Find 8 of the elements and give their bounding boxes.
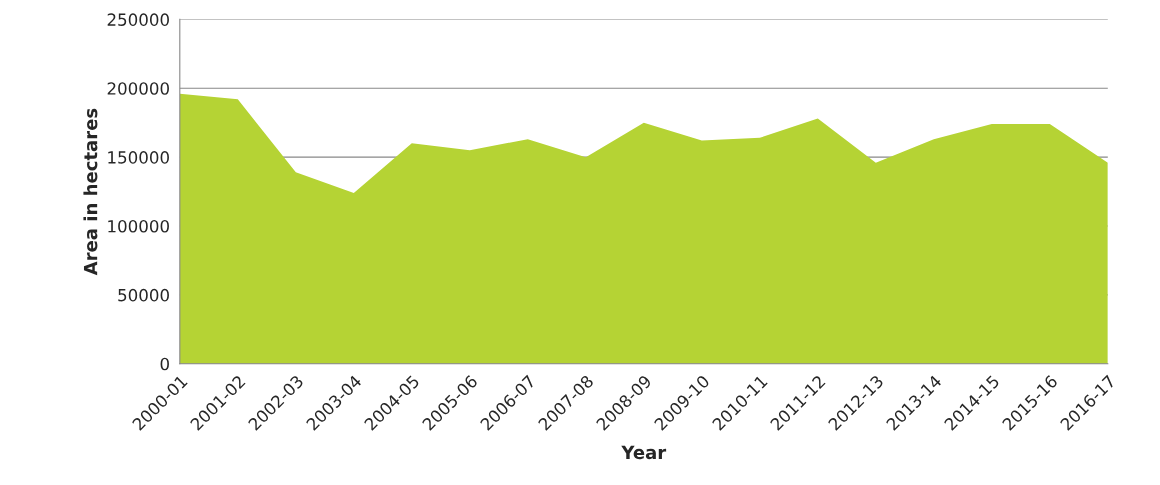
y-tick-label: 150000 <box>108 151 169 164</box>
y-tick-label: 200000 <box>107 82 169 95</box>
y-tick-label: 50000 <box>118 288 169 302</box>
y-tick-label: 100000 <box>108 219 169 233</box>
y-tick-label: 250000 <box>107 13 169 26</box>
x-axis-title: Year <box>621 445 667 460</box>
y-tick-label: 0 <box>160 357 169 371</box>
y-axis-title: Area in hectares <box>83 108 98 276</box>
